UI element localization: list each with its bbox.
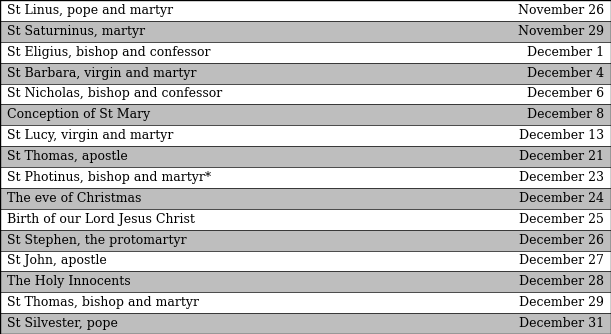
Text: St Thomas, apostle: St Thomas, apostle [7, 150, 128, 163]
Text: December 13: December 13 [519, 129, 604, 142]
Bar [0, 21, 611, 42]
Bar [0, 230, 611, 250]
Text: December 6: December 6 [527, 88, 604, 101]
Text: St Linus, pope and martyr: St Linus, pope and martyr [7, 4, 174, 17]
Text: December 4: December 4 [527, 66, 604, 79]
Text: November 26: November 26 [518, 4, 604, 17]
Text: December 24: December 24 [519, 192, 604, 205]
Bar [0, 0, 611, 21]
Text: St John, apostle: St John, apostle [7, 255, 107, 268]
Text: December 25: December 25 [519, 213, 604, 226]
Text: Birth of our Lord Jesus Christ: Birth of our Lord Jesus Christ [7, 213, 195, 226]
Text: St Lucy, virgin and martyr: St Lucy, virgin and martyr [7, 129, 174, 142]
Bar [0, 84, 611, 104]
Bar [0, 104, 611, 125]
Text: December 1: December 1 [527, 46, 604, 59]
Bar [0, 63, 611, 84]
Text: St Stephen, the protomartyr: St Stephen, the protomartyr [7, 233, 187, 246]
Text: December 31: December 31 [519, 317, 604, 330]
Text: St Eligius, bishop and confessor: St Eligius, bishop and confessor [7, 46, 211, 59]
Bar [0, 188, 611, 209]
Text: Conception of St Mary: Conception of St Mary [7, 108, 150, 121]
Bar [0, 167, 611, 188]
Text: St Barbara, virgin and martyr: St Barbara, virgin and martyr [7, 66, 197, 79]
Text: The Holy Innocents: The Holy Innocents [7, 275, 131, 288]
Bar [0, 271, 611, 292]
Text: November 29: November 29 [518, 25, 604, 38]
Text: St Saturninus, martyr: St Saturninus, martyr [7, 25, 145, 38]
Bar [0, 209, 611, 230]
Text: December 21: December 21 [519, 150, 604, 163]
Bar [0, 250, 611, 271]
Text: December 23: December 23 [519, 171, 604, 184]
Text: December 27: December 27 [519, 255, 604, 268]
Text: St Silvester, pope: St Silvester, pope [7, 317, 118, 330]
Text: December 29: December 29 [519, 296, 604, 309]
Text: December 8: December 8 [527, 108, 604, 121]
Text: December 26: December 26 [519, 233, 604, 246]
Bar [0, 42, 611, 63]
Text: St Nicholas, bishop and confessor: St Nicholas, bishop and confessor [7, 88, 222, 101]
Text: December 28: December 28 [519, 275, 604, 288]
Text: St Thomas, bishop and martyr: St Thomas, bishop and martyr [7, 296, 199, 309]
Bar [0, 125, 611, 146]
Bar [0, 292, 611, 313]
Bar [0, 146, 611, 167]
Text: St Photinus, bishop and martyr*: St Photinus, bishop and martyr* [7, 171, 211, 184]
Bar [0, 313, 611, 334]
Text: The eve of Christmas: The eve of Christmas [7, 192, 142, 205]
